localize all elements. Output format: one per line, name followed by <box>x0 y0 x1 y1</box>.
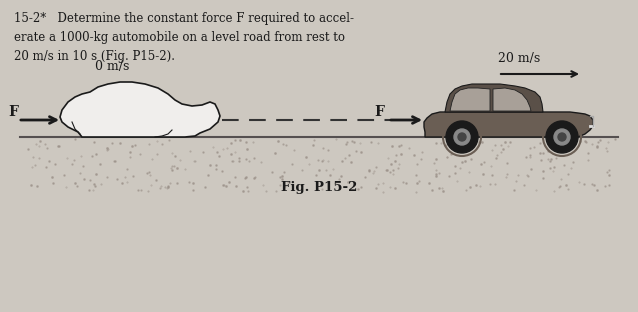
Polygon shape <box>450 88 490 111</box>
Polygon shape <box>424 112 593 137</box>
Text: F: F <box>8 105 18 119</box>
Text: F: F <box>374 105 384 119</box>
Polygon shape <box>445 84 543 112</box>
Circle shape <box>554 129 570 145</box>
Text: 0 m/s: 0 m/s <box>95 60 130 73</box>
Text: 20 m/s in 10 s (Fig. P15-2).: 20 m/s in 10 s (Fig. P15-2). <box>14 50 175 63</box>
Text: erate a 1000-kg automobile on a level road from rest to: erate a 1000-kg automobile on a level ro… <box>14 31 345 44</box>
Circle shape <box>458 133 466 141</box>
Text: 20 m/s: 20 m/s <box>498 52 540 65</box>
Circle shape <box>546 121 578 153</box>
Text: Fig. P15-2: Fig. P15-2 <box>281 181 357 193</box>
Text: 15-2*   Determine the constant force F required to accel-: 15-2* Determine the constant force F req… <box>14 12 354 25</box>
Polygon shape <box>493 88 531 111</box>
Polygon shape <box>60 82 220 137</box>
Circle shape <box>558 133 566 141</box>
Circle shape <box>454 129 470 145</box>
Circle shape <box>446 121 478 153</box>
